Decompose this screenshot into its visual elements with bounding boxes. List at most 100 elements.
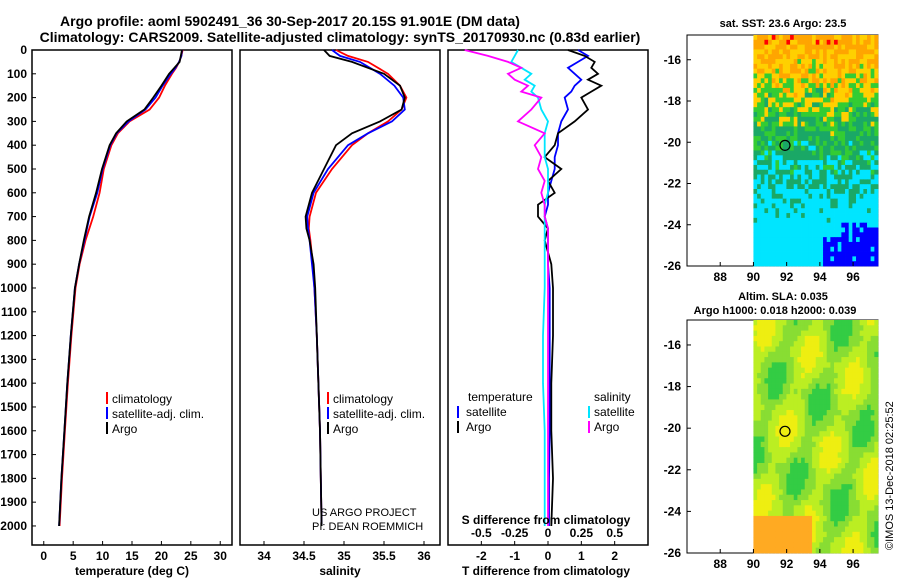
map-cell bbox=[768, 126, 773, 132]
map-cell bbox=[757, 78, 762, 84]
map-cell bbox=[768, 73, 773, 79]
map-cell bbox=[837, 241, 842, 248]
map-cell bbox=[823, 44, 828, 50]
map-cell bbox=[760, 410, 765, 416]
map-cell bbox=[859, 335, 864, 342]
map-cell bbox=[826, 222, 831, 228]
map-cell bbox=[771, 174, 776, 180]
map-cell bbox=[834, 489, 839, 496]
map-cell bbox=[812, 388, 817, 395]
map-cell bbox=[782, 420, 787, 427]
map-cell bbox=[848, 378, 853, 384]
map-cell bbox=[863, 521, 868, 527]
map-cell bbox=[808, 150, 813, 156]
map-cell bbox=[764, 494, 769, 501]
map-cell bbox=[786, 208, 791, 214]
map-cell bbox=[808, 184, 813, 190]
map-cell bbox=[863, 232, 868, 238]
series-s-satellite bbox=[510, 49, 549, 526]
map-cell bbox=[764, 49, 769, 55]
map-cell bbox=[779, 378, 784, 384]
map-cell bbox=[779, 452, 784, 459]
map-cell bbox=[848, 457, 853, 464]
map-cell bbox=[870, 351, 875, 358]
map-cell bbox=[775, 155, 780, 161]
map-cell bbox=[823, 208, 828, 214]
series-argo bbox=[304, 49, 406, 527]
map-cell bbox=[790, 237, 795, 243]
map-cell bbox=[815, 383, 820, 390]
map-cell bbox=[867, 537, 872, 543]
map-cell bbox=[841, 521, 846, 527]
map-cell bbox=[874, 431, 879, 437]
map-cell bbox=[771, 500, 776, 506]
map-cell bbox=[808, 404, 813, 411]
map-cell bbox=[837, 49, 842, 55]
map-cell bbox=[848, 121, 853, 127]
map-cell bbox=[815, 87, 820, 94]
map-cell bbox=[867, 126, 872, 132]
map-cell bbox=[760, 388, 765, 395]
map-cell bbox=[826, 121, 831, 127]
map-cell bbox=[863, 102, 868, 108]
depth-tick-label: 200 bbox=[7, 91, 27, 105]
map-cell bbox=[867, 164, 872, 171]
map-cell bbox=[815, 222, 820, 228]
map-cell bbox=[786, 457, 791, 464]
map-cell bbox=[870, 208, 875, 214]
map-cell bbox=[760, 102, 765, 108]
map-cell bbox=[856, 441, 861, 448]
map-cell bbox=[841, 388, 846, 395]
map-cell bbox=[786, 410, 791, 416]
map-cell bbox=[823, 169, 828, 175]
map-cell bbox=[760, 346, 765, 353]
map-cell bbox=[760, 193, 765, 200]
map-cell bbox=[841, 241, 846, 248]
map-cell bbox=[874, 184, 879, 190]
map-cell bbox=[859, 131, 864, 137]
map-cell bbox=[863, 92, 868, 98]
map-cell bbox=[771, 415, 776, 422]
map-cell bbox=[830, 208, 835, 214]
map-cell bbox=[834, 441, 839, 448]
map-cell bbox=[768, 447, 773, 453]
lon-tick-label: 88 bbox=[714, 270, 728, 284]
map-cell bbox=[841, 198, 846, 204]
map-cell bbox=[856, 155, 861, 161]
map-cell bbox=[790, 87, 795, 94]
map-cell bbox=[856, 436, 861, 443]
map-cell bbox=[779, 174, 784, 180]
map-cell bbox=[757, 227, 762, 233]
map-cell bbox=[771, 383, 776, 390]
map-cell bbox=[808, 59, 813, 65]
map-cell bbox=[793, 320, 798, 326]
map-cell bbox=[874, 404, 879, 411]
map-cell bbox=[845, 357, 850, 363]
map-cell bbox=[797, 447, 802, 453]
map-cell bbox=[819, 73, 824, 79]
map-cell bbox=[823, 320, 828, 326]
map-cell bbox=[834, 35, 839, 41]
map-cell bbox=[790, 213, 795, 219]
map-cell bbox=[764, 184, 769, 190]
map-cell bbox=[819, 222, 824, 228]
map-cell bbox=[859, 320, 864, 326]
map-cell bbox=[815, 203, 820, 209]
map-cell bbox=[841, 217, 846, 224]
map-cell bbox=[812, 155, 817, 161]
map-cell bbox=[819, 415, 824, 422]
map-cell bbox=[779, 399, 784, 406]
map-cell bbox=[815, 241, 820, 248]
map-cell bbox=[790, 68, 795, 74]
map-cell bbox=[812, 140, 817, 147]
map-cell bbox=[834, 388, 839, 395]
map-cell bbox=[801, 150, 806, 156]
map-cell bbox=[771, 87, 776, 94]
map-cell bbox=[856, 404, 861, 411]
map-cell bbox=[867, 251, 872, 257]
map-cell bbox=[786, 404, 791, 411]
map-cell bbox=[837, 232, 842, 238]
map-cell bbox=[793, 160, 798, 166]
map-cell bbox=[790, 63, 795, 70]
